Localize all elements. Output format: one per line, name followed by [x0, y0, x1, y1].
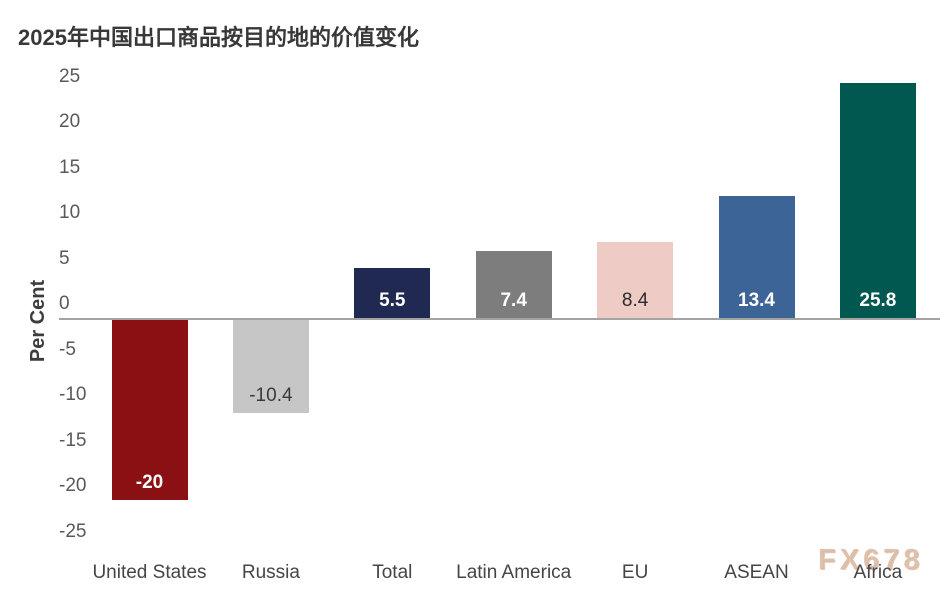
x-axis-category-label: EU — [621, 562, 649, 583]
y-tick-label: 15 — [59, 156, 81, 178]
x-axis-zero-line — [59, 318, 940, 320]
y-tick-label: 5 — [59, 247, 70, 269]
y-tick-label: -5 — [59, 338, 76, 360]
y-tick-label: -10 — [59, 384, 87, 405]
y-tick-label: 0 — [59, 293, 70, 314]
y-tick-label: 25 — [59, 65, 81, 87]
bar-eu: 8.4 — [597, 241, 674, 318]
y-tick-label: -20 — [59, 475, 87, 496]
y-tick-label: -15 — [59, 429, 87, 451]
x-axis-category-label: Total — [372, 562, 413, 583]
bar-value-label: 13.4 — [738, 289, 775, 311]
x-axis-category-label: Latin America — [456, 562, 572, 583]
bar-latin-america: 7.4 — [475, 250, 552, 318]
bar-africa: 25.8 — [839, 83, 916, 318]
chart-title: 2025年中国出口商品按目的地的价值变化 — [18, 25, 419, 50]
x-axis-category-label: Russia — [241, 562, 300, 583]
bar-value-label: 7.4 — [500, 289, 527, 311]
bar-value-label: 5.5 — [379, 289, 406, 311]
x-axis-category-label: Africa — [853, 562, 903, 583]
watermark-fx678: FX678 — [818, 544, 924, 576]
bar-value-label: -10.4 — [249, 384, 293, 406]
x-axis-category-label: ASEAN — [724, 562, 789, 583]
x-axis-category-label: United States — [92, 562, 207, 583]
bar-total: 5.5 — [354, 267, 431, 318]
y-tick-label: -25 — [59, 520, 87, 542]
bar-value-label: 8.4 — [621, 289, 649, 311]
bar-value-label: 25.8 — [859, 289, 897, 311]
y-tick-label: 10 — [59, 202, 81, 223]
bar-asean: 13.4 — [718, 196, 795, 318]
bar-value-label: -20 — [135, 472, 164, 493]
bar-russia: -10.4 — [232, 320, 309, 413]
bar-united-states: -20 — [111, 320, 188, 500]
y-tick-label: 20 — [59, 111, 81, 132]
